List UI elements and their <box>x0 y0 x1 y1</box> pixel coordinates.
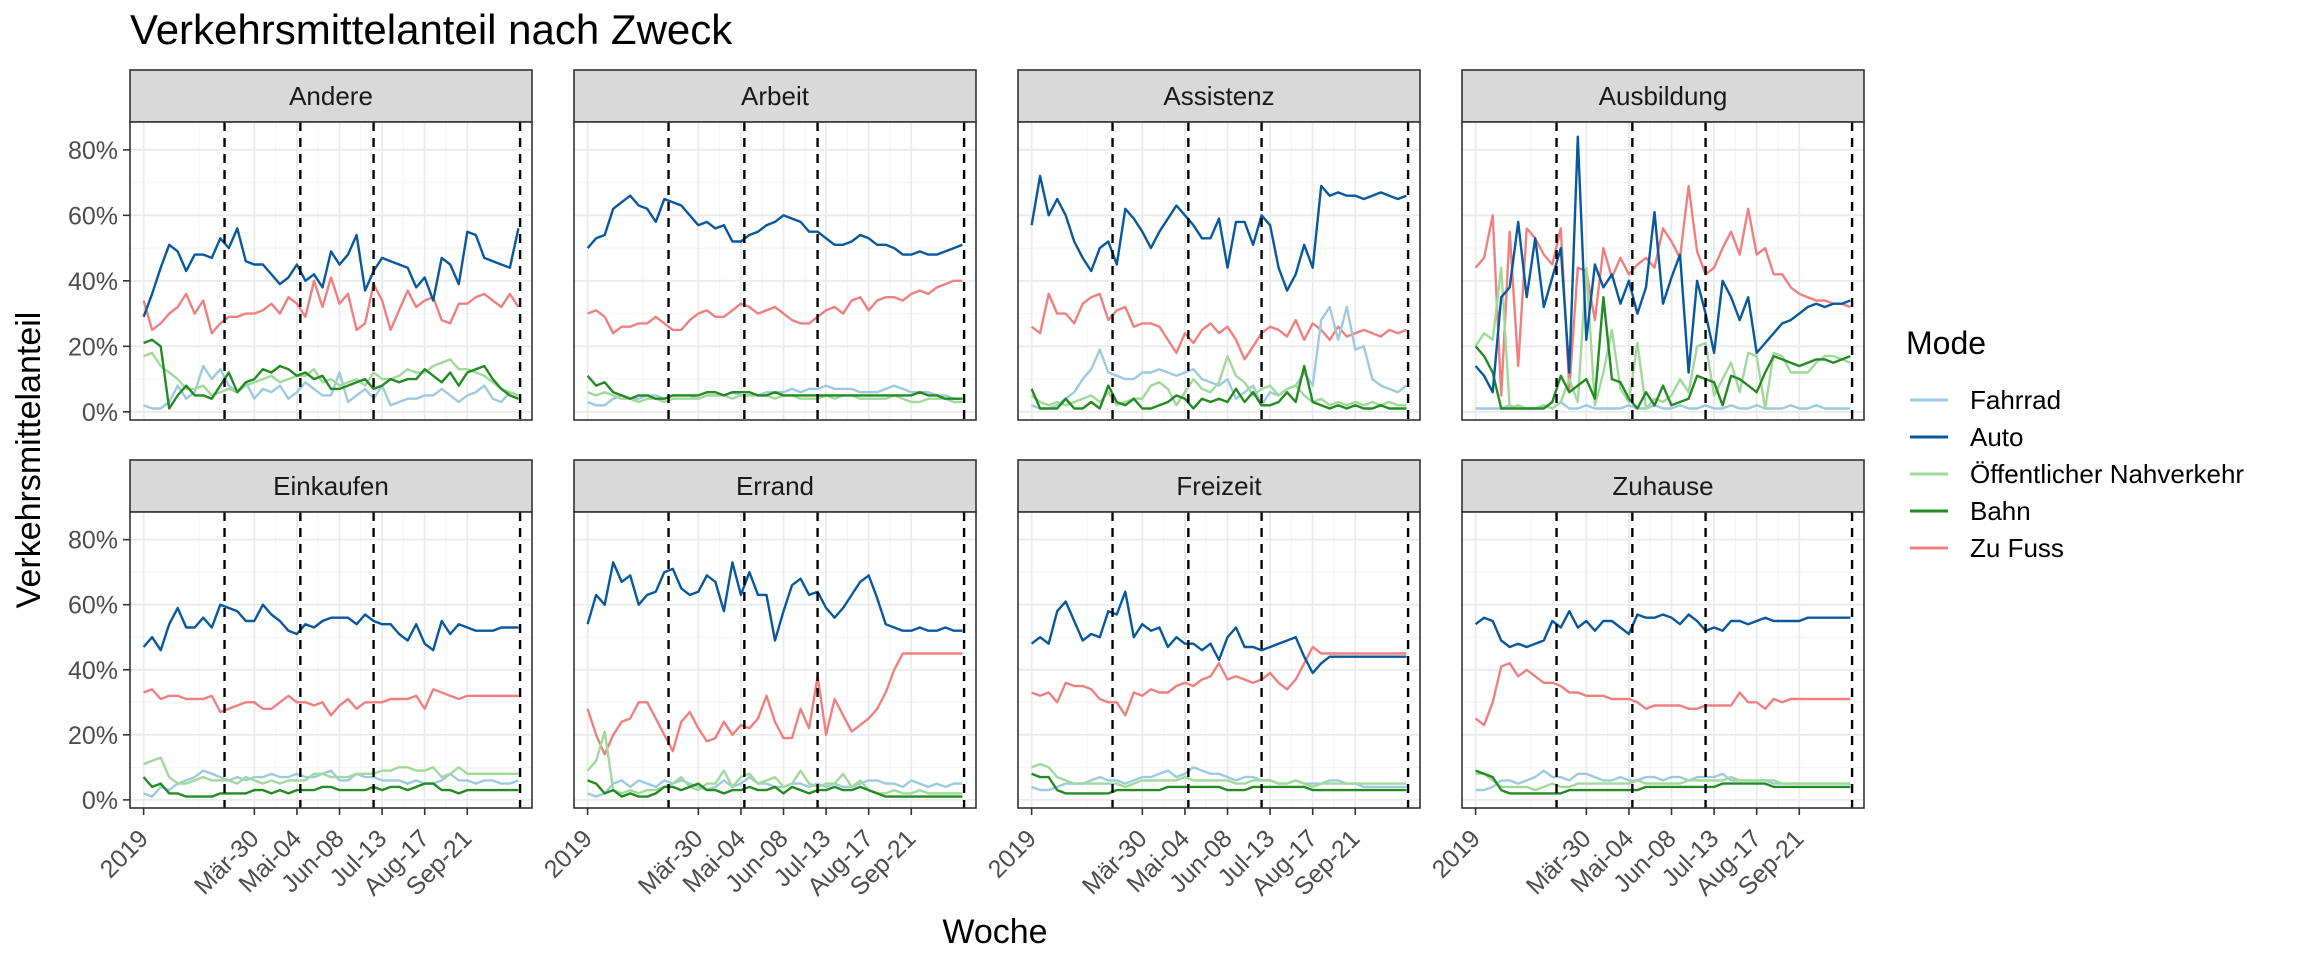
facet-strip <box>1017 69 1421 123</box>
series-line-fuss <box>1474 184 1851 397</box>
facet-label: Zuhause <box>1612 471 1713 501</box>
facet-label: Andere <box>289 81 373 111</box>
x-tick-label: 2019 <box>539 824 598 883</box>
legend-label-oepnv: Öffentlicher Nahverkehr <box>1970 459 2244 489</box>
y-tick-label: 80% <box>68 137 118 165</box>
legend-entries: Fahrrad Auto Öffentlicher Nahverkehr Bahn Zu… <box>1910 385 2244 563</box>
panel-border <box>573 121 977 421</box>
facet-panel: Assistenz <box>1017 69 1421 421</box>
series-line-fuss <box>143 688 519 717</box>
series-line-auto <box>1030 590 1407 675</box>
y-tick-label: 60% <box>68 592 118 620</box>
legend-label-bahn: Bahn <box>1970 496 2031 526</box>
series-line-fuss <box>1031 645 1407 717</box>
series-line-bahn <box>1031 772 1407 795</box>
series-line-fuss <box>587 279 963 335</box>
series-line-fahrrad <box>1031 305 1408 410</box>
panel-border <box>1017 121 1421 421</box>
facet-panel: Andere 0% 20% 40% 60% 80% <box>68 69 533 427</box>
y-tick-label: 60% <box>68 202 118 230</box>
panel-border <box>1461 511 1865 809</box>
series-line-fuss <box>142 276 520 335</box>
legend-label-fuss: Zu Fuss <box>1970 533 2064 563</box>
y-tick-label: 20% <box>68 722 118 750</box>
series-line-fuss <box>586 652 963 756</box>
series-line-bahn <box>1474 296 1851 410</box>
facet-panel: Arbeit <box>573 69 977 421</box>
series-line-auto <box>142 227 520 318</box>
chart-title: Verkehrsmittelanteil nach Zweck <box>130 6 733 53</box>
x-tick-label: 2019 <box>983 824 1042 883</box>
facet-strip <box>1017 459 1421 513</box>
panel-background <box>1018 122 1420 420</box>
series-line-oepnv <box>1475 772 1851 792</box>
panel-border <box>129 511 533 809</box>
series-line-auto <box>586 561 963 642</box>
legend-title: Mode <box>1906 325 1986 361</box>
series-line-bahn <box>1475 769 1851 795</box>
facet-strip <box>129 459 533 513</box>
y-tick-label: 20% <box>68 333 118 361</box>
x-tick-label: 2019 <box>95 824 154 883</box>
panel-background <box>130 512 532 808</box>
y-tick-label: 0% <box>82 399 118 427</box>
series-line-auto <box>142 603 519 652</box>
legend-label-auto: Auto <box>1970 422 2024 452</box>
series-line-oepnv <box>586 730 963 795</box>
panel-border <box>1017 511 1421 809</box>
series-line-oepnv <box>587 391 963 404</box>
series-line-oepnv <box>1030 354 1407 407</box>
y-tick-label: 40% <box>68 657 118 685</box>
panel-background <box>1462 512 1864 808</box>
legend: Mode Fahrrad Auto Öffentlicher Nahverkehr B… <box>1906 325 2244 563</box>
panels-layer: Andere 0% 20% 40% 60% 80% Arbeit Assistenz Ausbi… <box>68 69 1865 901</box>
series-line-auto <box>1030 174 1407 292</box>
series-line-auto <box>1474 610 1851 649</box>
facet-label: Errand <box>736 471 814 501</box>
series-line-fahrrad <box>143 769 519 798</box>
x-tick-label: 2019 <box>1427 824 1486 883</box>
panel-background <box>1462 122 1864 420</box>
facet-label: Einkaufen <box>273 471 389 501</box>
series-line-fahrrad <box>143 364 519 410</box>
series-line-bahn <box>586 375 963 400</box>
panel-background <box>574 512 976 808</box>
facet-label: Arbeit <box>741 81 810 111</box>
facet-strip <box>573 459 977 513</box>
y-tick-label: 80% <box>68 527 118 555</box>
facet-label: Assistenz <box>1163 81 1274 111</box>
series-line-fuss <box>1474 662 1851 727</box>
y-tick-label: 0% <box>82 787 118 815</box>
series-line-auto <box>586 194 963 256</box>
series-line-oepnv <box>143 351 519 397</box>
facet-panel: Ausbildung <box>1461 69 1865 421</box>
facet-label: Ausbildung <box>1599 81 1728 111</box>
series-line-bahn <box>143 338 519 410</box>
series-line-auto <box>1474 135 1851 394</box>
panel-border <box>129 121 533 421</box>
series-line-fuss <box>1030 292 1407 361</box>
panel-border <box>1461 121 1865 421</box>
panel-background <box>574 122 976 420</box>
panel-border <box>573 511 977 809</box>
x-axis-title: Woche <box>942 913 1047 951</box>
series-line-oepnv <box>1031 762 1407 789</box>
series-line-bahn <box>587 779 963 798</box>
facet-strip <box>129 69 533 123</box>
series-line-bahn <box>142 776 519 798</box>
y-tick-label: 40% <box>68 268 118 296</box>
series-line-bahn <box>1030 364 1407 410</box>
panel-background <box>130 122 532 420</box>
facet-label: Freizeit <box>1176 471 1262 501</box>
facet-strip <box>1461 459 1865 513</box>
y-axis-title: Verkehrsmittelanteil <box>10 312 48 609</box>
series-line-oepnv <box>143 756 519 785</box>
legend-label-fahrrad: Fahrrad <box>1970 385 2061 415</box>
